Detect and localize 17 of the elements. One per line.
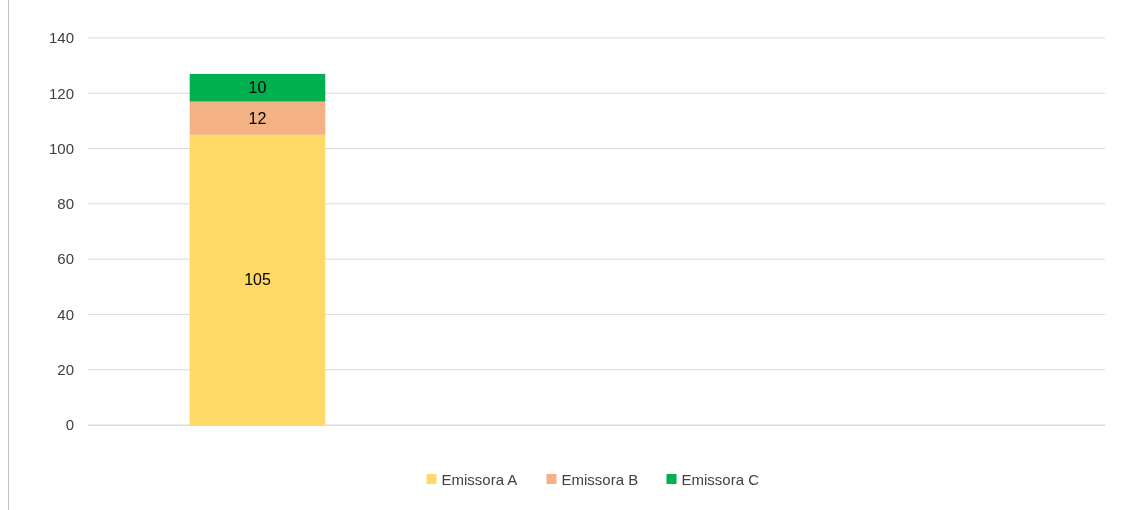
y-tick-label: 120 xyxy=(48,84,74,102)
bar xyxy=(189,101,326,135)
legend-label: Emissora C xyxy=(681,470,760,488)
y-tick-label: 0 xyxy=(65,416,74,434)
bar xyxy=(189,134,326,425)
y-tick-label: 100 xyxy=(48,139,74,157)
bar xyxy=(189,73,326,102)
data-label: 12 xyxy=(248,109,267,127)
y-tick-label: 140 xyxy=(48,29,74,47)
data-label: 105 xyxy=(244,271,271,289)
legend-label: Emissora B xyxy=(561,470,639,488)
legend-label: Emissora A xyxy=(441,470,518,488)
y-tick-label: 80 xyxy=(57,195,74,213)
y-tick-label: 60 xyxy=(57,250,74,268)
y-tick-label: 40 xyxy=(57,305,74,323)
y-tick-label: 20 xyxy=(57,361,74,379)
data-label: 10 xyxy=(248,79,267,97)
